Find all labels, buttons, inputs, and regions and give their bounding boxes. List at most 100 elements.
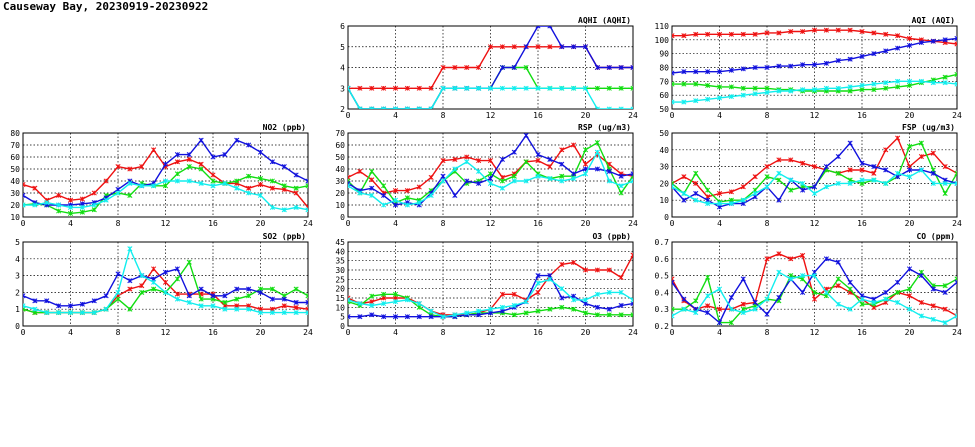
rsp-data-point-green xyxy=(369,168,375,174)
o3-data-point-green xyxy=(594,312,600,318)
o3-y-tick-label: 10 xyxy=(335,303,345,312)
no2-y-tick-label: 70 xyxy=(10,141,20,150)
so2-x-tick-label: 24 xyxy=(303,328,313,337)
so2-data-point-cyan xyxy=(281,310,287,316)
aqi-data-point-blue xyxy=(906,42,913,48)
o3-data-point-blue xyxy=(606,306,612,312)
aqhi-data-point-green xyxy=(630,85,633,91)
o3-data-point-red xyxy=(392,295,399,301)
aqi-data-point-cyan xyxy=(942,80,948,86)
rsp-data-point-cyan xyxy=(440,178,446,184)
aqi-data-point-green xyxy=(681,81,687,87)
fsp-data-point-cyan xyxy=(871,177,877,183)
rsp-data-point-green xyxy=(618,190,624,196)
aqhi-data-point-cyan xyxy=(381,106,387,109)
o3-data-point-cyan xyxy=(594,291,600,297)
o3-data-point-cyan xyxy=(559,286,565,292)
so2-data-point-blue xyxy=(56,303,62,309)
o3-x-tick-label: 4 xyxy=(393,328,398,337)
fsp-data-point-cyan xyxy=(906,174,913,180)
aqi-data-point-red xyxy=(776,30,782,36)
aqi-data-point-cyan xyxy=(752,91,758,97)
co-data-point-cyan xyxy=(871,299,877,306)
fsp-y-tick-label: 30 xyxy=(659,163,669,172)
aqhi-x-tick-label: 12 xyxy=(486,111,496,120)
so2-data-point-cyan xyxy=(234,306,240,312)
aqhi-data-point-blue xyxy=(606,64,612,71)
o3-x-tick-label: 24 xyxy=(628,328,638,337)
so2-data-point-green xyxy=(151,286,157,292)
co-data-point-green xyxy=(728,320,734,326)
aqhi-data-point-red xyxy=(487,44,494,50)
so2-data-point-cyan xyxy=(305,310,308,316)
no2-x-tick-label: 24 xyxy=(303,219,313,228)
so2-y-tick-label: 1 xyxy=(15,305,20,314)
aqi-y-tick-label: 110 xyxy=(655,22,670,31)
no2-data-point-blue xyxy=(293,172,299,178)
so2-data-point-cyan xyxy=(151,279,157,285)
aqi-data-point-red xyxy=(705,31,711,37)
aqhi-y-tick-label: 2 xyxy=(340,105,345,114)
aqi-data-point-red xyxy=(847,27,853,33)
o3-data-point-cyan xyxy=(392,299,399,305)
co-data-point-blue xyxy=(835,259,841,265)
o3-data-point-red xyxy=(499,291,505,297)
no2-data-point-cyan xyxy=(67,204,74,210)
aqhi-data-point-cyan xyxy=(618,106,624,109)
rsp-data-point-green xyxy=(511,173,517,179)
no2-chart: 0 4 8 12 16 20 24 10 20 30 40 50 60 70 80 NO2 (ppb) xyxy=(10,123,313,228)
no2-x-tick-label: 16 xyxy=(208,219,218,228)
aqi-data-point-red xyxy=(895,33,901,39)
so2-y-tick-label: 0 xyxy=(15,322,20,331)
co-data-point-blue xyxy=(681,296,687,302)
fsp-chart: 0 4 8 12 16 20 24 0 10 20 30 40 50 FSP (ug/m3) xyxy=(659,123,962,228)
aqi-data-point-cyan xyxy=(906,78,913,84)
so2-data-point-red xyxy=(127,286,133,292)
aqi-data-point-cyan xyxy=(776,88,782,94)
so2-data-point-cyan xyxy=(246,306,252,312)
co-data-point-green xyxy=(672,306,675,312)
aqi-data-point-blue xyxy=(764,64,770,71)
so2-data-point-cyan xyxy=(32,306,38,312)
rsp-data-point-blue xyxy=(630,171,633,177)
so2-data-point-blue xyxy=(269,296,275,302)
co-data-point-blue xyxy=(672,279,675,285)
co-data-point-blue xyxy=(906,266,913,272)
fsp-data-point-red xyxy=(728,189,734,195)
aqi-data-point-blue xyxy=(788,63,794,69)
aqi-data-point-green xyxy=(693,81,699,87)
no2-data-point-blue xyxy=(186,152,192,158)
fsp-data-point-blue xyxy=(859,160,865,166)
co-data-point-green xyxy=(835,276,841,282)
aqhi-x-tick-label: 8 xyxy=(441,111,446,120)
no2-data-point-blue xyxy=(210,154,216,160)
rsp-data-point-cyan xyxy=(618,183,624,189)
o3-data-point-red xyxy=(618,274,624,281)
aqi-data-point-cyan xyxy=(811,87,818,93)
aqhi-data-point-green xyxy=(618,85,624,91)
aqi-data-point-blue xyxy=(942,37,948,43)
no2-data-point-blue xyxy=(222,152,228,158)
fsp-data-point-green xyxy=(942,190,948,197)
co-data-point-blue xyxy=(800,289,806,295)
no2-data-point-cyan xyxy=(269,204,275,210)
co-data-point-blue xyxy=(705,310,711,316)
fsp-data-point-cyan xyxy=(811,190,818,197)
o3-data-point-cyan xyxy=(404,297,410,303)
so2-data-point-green xyxy=(222,299,228,306)
aqi-data-point-blue xyxy=(776,63,782,69)
fsp-data-point-blue xyxy=(693,190,699,197)
aqi-data-point-cyan xyxy=(930,80,936,86)
aqhi-data-point-cyan xyxy=(547,85,553,91)
aqi-data-point-blue xyxy=(800,62,806,68)
no2-data-point-red xyxy=(79,196,85,202)
aqi-data-point-red xyxy=(835,27,841,33)
no2-y-tick-label: 30 xyxy=(10,189,20,198)
aqi-x-tick-label: 8 xyxy=(765,111,770,120)
o3-data-point-blue xyxy=(357,314,363,320)
rsp-data-point-blue xyxy=(523,133,529,138)
so2-data-point-green xyxy=(174,276,180,282)
aqhi-data-point-cyan xyxy=(582,85,589,91)
aqi-x-tick-label: 24 xyxy=(952,111,962,120)
